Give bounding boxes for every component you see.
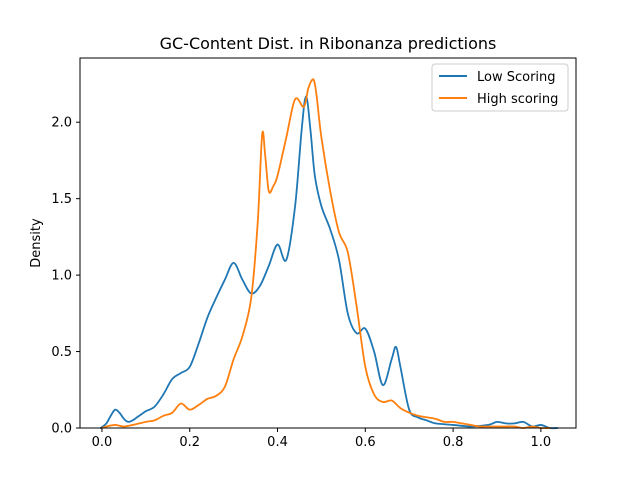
x-tick-label: 0.0 [92, 435, 113, 450]
x-tick-label: 0.4 [267, 435, 288, 450]
chart-title: GC-Content Dist. in Ribonanza prediction… [160, 34, 497, 53]
series-layer [99, 78, 559, 430]
legend-label-low-scoring: Low Scoring [477, 70, 556, 85]
legend: Low Scoring High scoring [431, 63, 569, 112]
plot-frame [79, 57, 577, 429]
y-axis: 0.0 0.5 1.0 1.5 2.0 [51, 116, 80, 437]
y-tick-label: 0.5 [51, 345, 72, 360]
x-tick-label: 1.0 [531, 435, 552, 450]
series-line-high-scoring [101, 78, 551, 430]
y-tick-label: 0.0 [51, 422, 72, 437]
x-tick-label: 0.6 [355, 435, 376, 450]
y-tick-label: 1.5 [51, 192, 72, 207]
legend-label-high-scoring: High scoring [477, 92, 558, 107]
y-axis-label: Density [29, 218, 44, 268]
x-tick-label: 0.2 [179, 435, 200, 450]
series-line-low-scoring [99, 95, 559, 430]
x-axis: 0.0 0.2 0.4 0.6 0.8 1.0 [92, 428, 552, 450]
y-tick-label: 1.0 [51, 269, 72, 284]
y-tick-label: 2.0 [51, 116, 72, 131]
x-tick-label: 0.8 [443, 435, 464, 450]
